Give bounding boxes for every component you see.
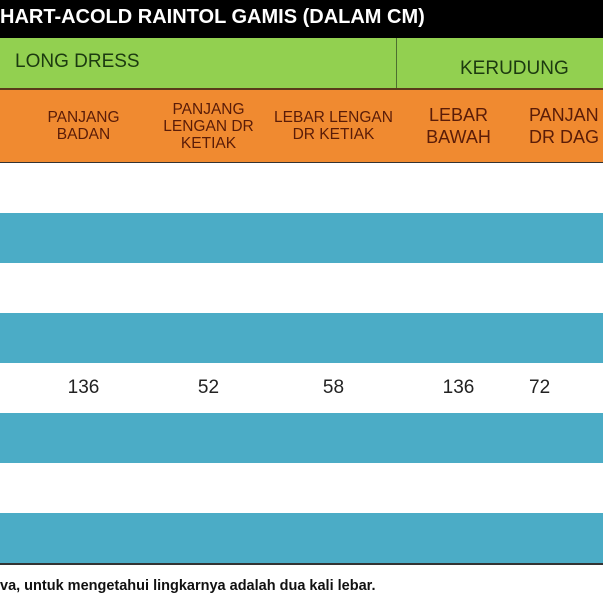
- table-cell: [521, 513, 603, 565]
- column-header: PANJAN DR DAG: [521, 88, 603, 164]
- table-cell: [21, 163, 148, 215]
- table-cell: [271, 313, 398, 365]
- table-cell: [0, 163, 23, 215]
- table-cell: [396, 413, 523, 465]
- group-long-dress: LONG DRESS: [0, 38, 396, 88]
- column-header: PANJANG BADAN: [21, 88, 148, 164]
- table-cell: [0, 313, 23, 365]
- table-cell: [21, 463, 148, 515]
- table-cell: [0, 463, 23, 515]
- footer-note: va, untuk mengetahui lingkarnya adalah d…: [0, 578, 376, 594]
- chart-title: HART-ACOLD RAINTOL GAMIS (DALAM CM): [0, 0, 603, 38]
- table-cell: [396, 313, 523, 365]
- table-cell: [21, 513, 148, 565]
- table-cell: [521, 163, 603, 215]
- table-cell: [0, 263, 23, 315]
- column-header: [0, 88, 23, 164]
- table-cell: [521, 213, 603, 265]
- table-cell: 58: [271, 363, 398, 415]
- table-cell: [396, 513, 523, 565]
- table-cell: [271, 463, 398, 515]
- table-cell: [0, 413, 23, 465]
- table-cell: 136: [21, 363, 148, 415]
- table-cell: [271, 513, 398, 565]
- table-cell: [271, 163, 398, 215]
- group-label: KERUDUNG: [460, 58, 569, 79]
- group-label: LONG DRESS: [15, 51, 140, 72]
- column-header: LEBAR BAWAH: [396, 88, 523, 164]
- table-cell: [21, 263, 148, 315]
- table-cell: [396, 263, 523, 315]
- column-header: PANJANG LENGAN DR KETIAK: [146, 88, 273, 164]
- table-cell: [21, 313, 148, 365]
- table-cell: [146, 513, 273, 565]
- table-cell: [396, 213, 523, 265]
- column-header: LEBAR LENGAN DR KETIAK: [271, 88, 398, 164]
- table-cell: [146, 263, 273, 315]
- table-cell: [396, 163, 523, 215]
- table-cell: [521, 263, 603, 315]
- table-cell: 72: [521, 363, 603, 415]
- table-cell: [396, 463, 523, 515]
- table-cell: [0, 213, 23, 265]
- table-cell: [146, 163, 273, 215]
- table-cell: [146, 413, 273, 465]
- table-cell: [146, 463, 273, 515]
- table-cell: [0, 363, 23, 415]
- table-cell: 52: [146, 363, 273, 415]
- table-cell: [521, 463, 603, 515]
- table-cell: [521, 413, 603, 465]
- table-cell: [271, 413, 398, 465]
- table-cell: [146, 313, 273, 365]
- table-cell: [271, 263, 398, 315]
- table-cell: [21, 213, 148, 265]
- group-kerudung: KERUDUNG: [396, 38, 603, 88]
- title-text: HART-ACOLD RAINTOL GAMIS (DALAM CM): [0, 6, 425, 28]
- table-cell: 136: [396, 363, 523, 415]
- table-cell: [21, 413, 148, 465]
- table-cell: [521, 313, 603, 365]
- table-cell: [271, 213, 398, 265]
- table-cell: [0, 513, 23, 565]
- table-cell: [146, 213, 273, 265]
